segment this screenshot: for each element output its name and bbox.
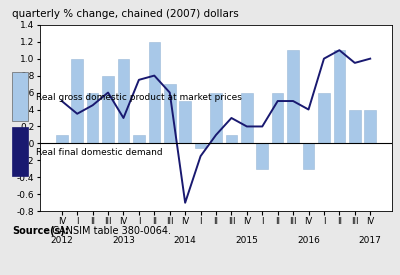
- Bar: [72, 59, 83, 144]
- Bar: [272, 93, 284, 144]
- Bar: [349, 109, 360, 144]
- Text: 2016: 2016: [297, 236, 320, 245]
- Text: CANSIM table 380-0064.: CANSIM table 380-0064.: [46, 227, 171, 236]
- Bar: [226, 135, 237, 144]
- Bar: [303, 144, 314, 169]
- Text: Real final domestic demand: Real final domestic demand: [36, 148, 163, 157]
- Bar: [287, 50, 299, 144]
- Bar: [87, 93, 98, 144]
- Bar: [148, 42, 160, 144]
- Text: 2012: 2012: [50, 236, 73, 245]
- Text: 2014: 2014: [174, 236, 196, 245]
- Text: quarterly % change, chained (2007) dollars: quarterly % change, chained (2007) dolla…: [12, 9, 239, 19]
- Bar: [318, 93, 330, 144]
- Text: 2015: 2015: [236, 236, 258, 245]
- Bar: [195, 144, 206, 148]
- Text: 2017: 2017: [359, 236, 382, 245]
- Text: Real gross domestic product at market prices: Real gross domestic product at market pr…: [36, 93, 242, 102]
- Text: Source(s):: Source(s):: [12, 227, 69, 236]
- Bar: [164, 84, 176, 144]
- Bar: [364, 109, 376, 144]
- Bar: [179, 101, 191, 144]
- Bar: [241, 93, 253, 144]
- Bar: [102, 76, 114, 144]
- Bar: [56, 135, 68, 144]
- Bar: [133, 135, 145, 144]
- Bar: [334, 50, 345, 144]
- Text: 2013: 2013: [112, 236, 135, 245]
- Bar: [118, 59, 129, 144]
- Bar: [210, 93, 222, 144]
- Bar: [256, 144, 268, 169]
